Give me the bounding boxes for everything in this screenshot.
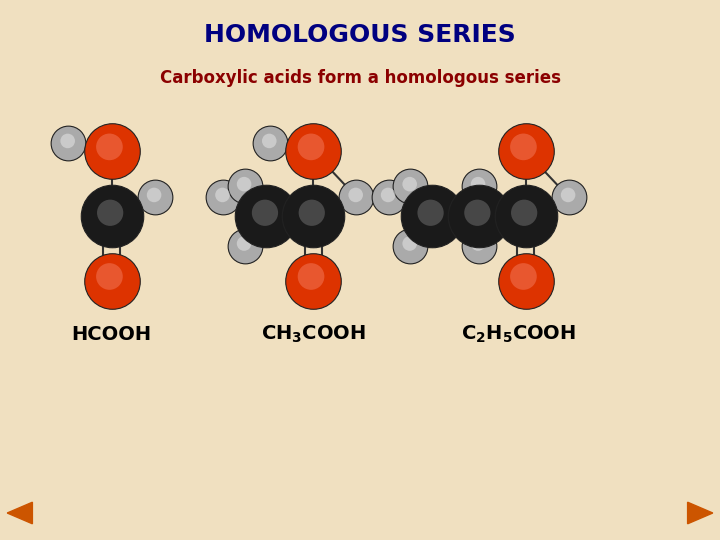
- Point: [518, 143, 529, 151]
- Point: [473, 241, 485, 250]
- Point: [351, 193, 362, 201]
- Point: [473, 182, 485, 191]
- Point: [472, 180, 484, 188]
- Point: [404, 180, 415, 188]
- Point: [104, 208, 116, 217]
- Point: [520, 212, 531, 220]
- Point: [472, 208, 483, 217]
- Point: [62, 137, 73, 145]
- Point: [405, 241, 416, 250]
- Point: [238, 180, 250, 188]
- Point: [217, 191, 228, 199]
- Point: [305, 143, 317, 151]
- Point: [426, 212, 438, 220]
- Text: HOMOLOGOUS SERIES: HOMOLOGOUS SERIES: [204, 23, 516, 47]
- Point: [104, 143, 115, 151]
- Point: [518, 272, 529, 281]
- Point: [104, 272, 115, 281]
- Point: [264, 137, 275, 145]
- Point: [239, 241, 251, 250]
- Point: [239, 182, 251, 191]
- Point: [106, 147, 117, 156]
- Point: [307, 276, 319, 285]
- Point: [149, 193, 161, 201]
- Point: [425, 208, 436, 217]
- Point: [217, 193, 229, 201]
- Point: [259, 208, 271, 217]
- Polygon shape: [688, 502, 713, 524]
- Polygon shape: [7, 502, 32, 524]
- Point: [520, 276, 531, 285]
- Point: [306, 208, 318, 217]
- Point: [404, 239, 415, 248]
- Point: [520, 139, 531, 147]
- Point: [405, 182, 416, 191]
- Point: [563, 193, 575, 201]
- Point: [383, 193, 395, 201]
- Point: [106, 212, 117, 220]
- Point: [307, 212, 319, 220]
- Point: [238, 239, 250, 248]
- Text: Carboxylic acids form a homologous series: Carboxylic acids form a homologous serie…: [160, 69, 560, 87]
- Point: [519, 137, 531, 145]
- Point: [106, 276, 117, 285]
- Text: $\mathdefault{CH_3COOH}$: $\mathdefault{CH_3COOH}$: [261, 324, 366, 346]
- Point: [305, 272, 317, 281]
- Point: [518, 208, 530, 217]
- Point: [473, 212, 485, 220]
- Point: [382, 191, 394, 199]
- Point: [261, 212, 272, 220]
- Point: [307, 147, 319, 156]
- Point: [350, 191, 361, 199]
- Text: HCOOH: HCOOH: [71, 325, 152, 345]
- Point: [148, 191, 160, 199]
- Point: [264, 139, 276, 147]
- Point: [472, 239, 484, 248]
- Point: [562, 191, 574, 199]
- Point: [63, 139, 74, 147]
- Point: [520, 147, 531, 156]
- Text: $\mathdefault{C_2H_5COOH}$: $\mathdefault{C_2H_5COOH}$: [461, 324, 576, 346]
